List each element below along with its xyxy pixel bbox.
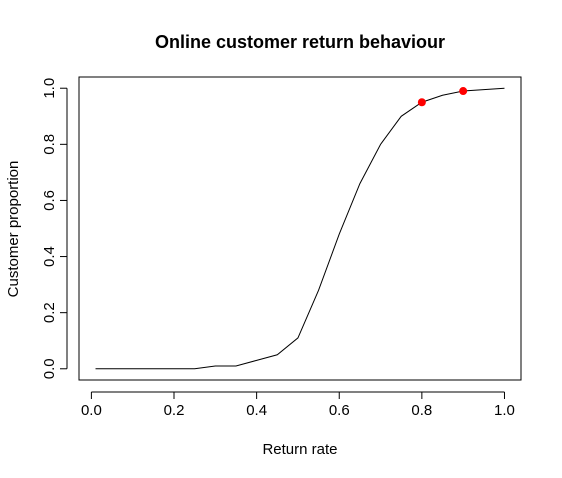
x-tick-label: 0.2 xyxy=(164,402,185,419)
y-axis-label: Customer proportion xyxy=(5,161,22,298)
y-tick-label: 0.4 xyxy=(41,246,58,267)
y-tick-label: 0.6 xyxy=(41,190,58,211)
point xyxy=(459,87,468,96)
x-tick-label: 1.0 xyxy=(494,402,515,419)
y-tick-label: 0.0 xyxy=(41,358,58,379)
x-tick-label: 0.6 xyxy=(329,402,350,419)
x-tick-label: 0.8 xyxy=(411,402,432,419)
y-tick-label: 1.0 xyxy=(41,78,58,99)
line-series xyxy=(95,87,505,370)
x-tick-label: 0.0 xyxy=(81,402,102,419)
point xyxy=(417,98,426,107)
x-axis-label: Return rate xyxy=(262,441,337,458)
y-tick-label: 0.2 xyxy=(41,302,58,323)
x-tick-label: 0.4 xyxy=(246,402,267,419)
plot-frame xyxy=(78,76,522,381)
y-tick-label: 0.8 xyxy=(41,134,58,155)
chart-title: Online customer return behaviour xyxy=(155,32,445,52)
